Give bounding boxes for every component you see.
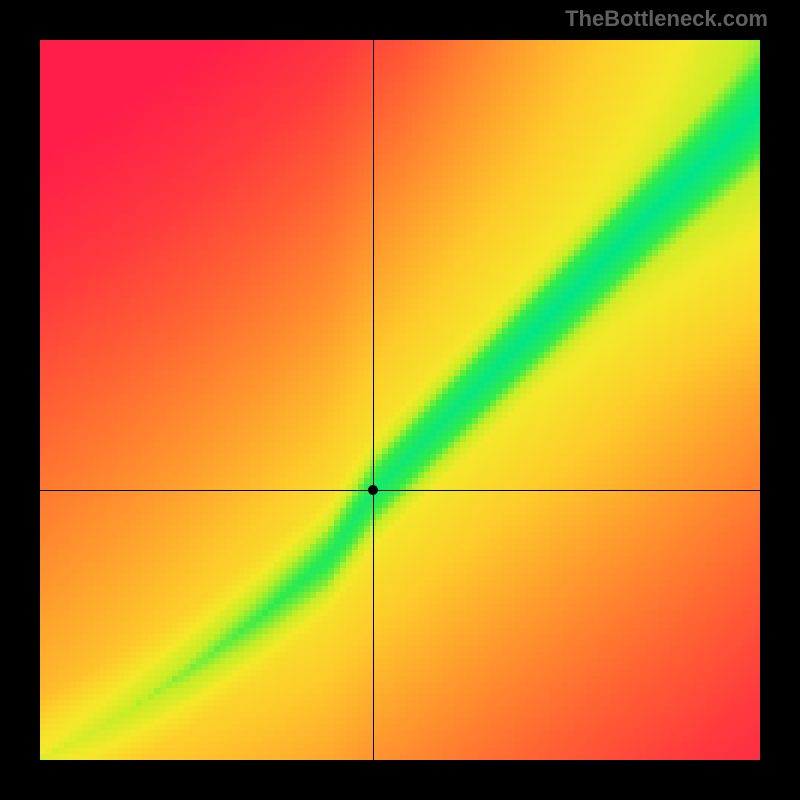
crosshair-vertical [373,40,374,760]
heatmap-canvas [40,40,760,760]
watermark-text: TheBottleneck.com [565,6,768,32]
crosshair-marker [368,485,378,495]
crosshair-horizontal [40,490,760,491]
bottleneck-heatmap [40,40,760,760]
